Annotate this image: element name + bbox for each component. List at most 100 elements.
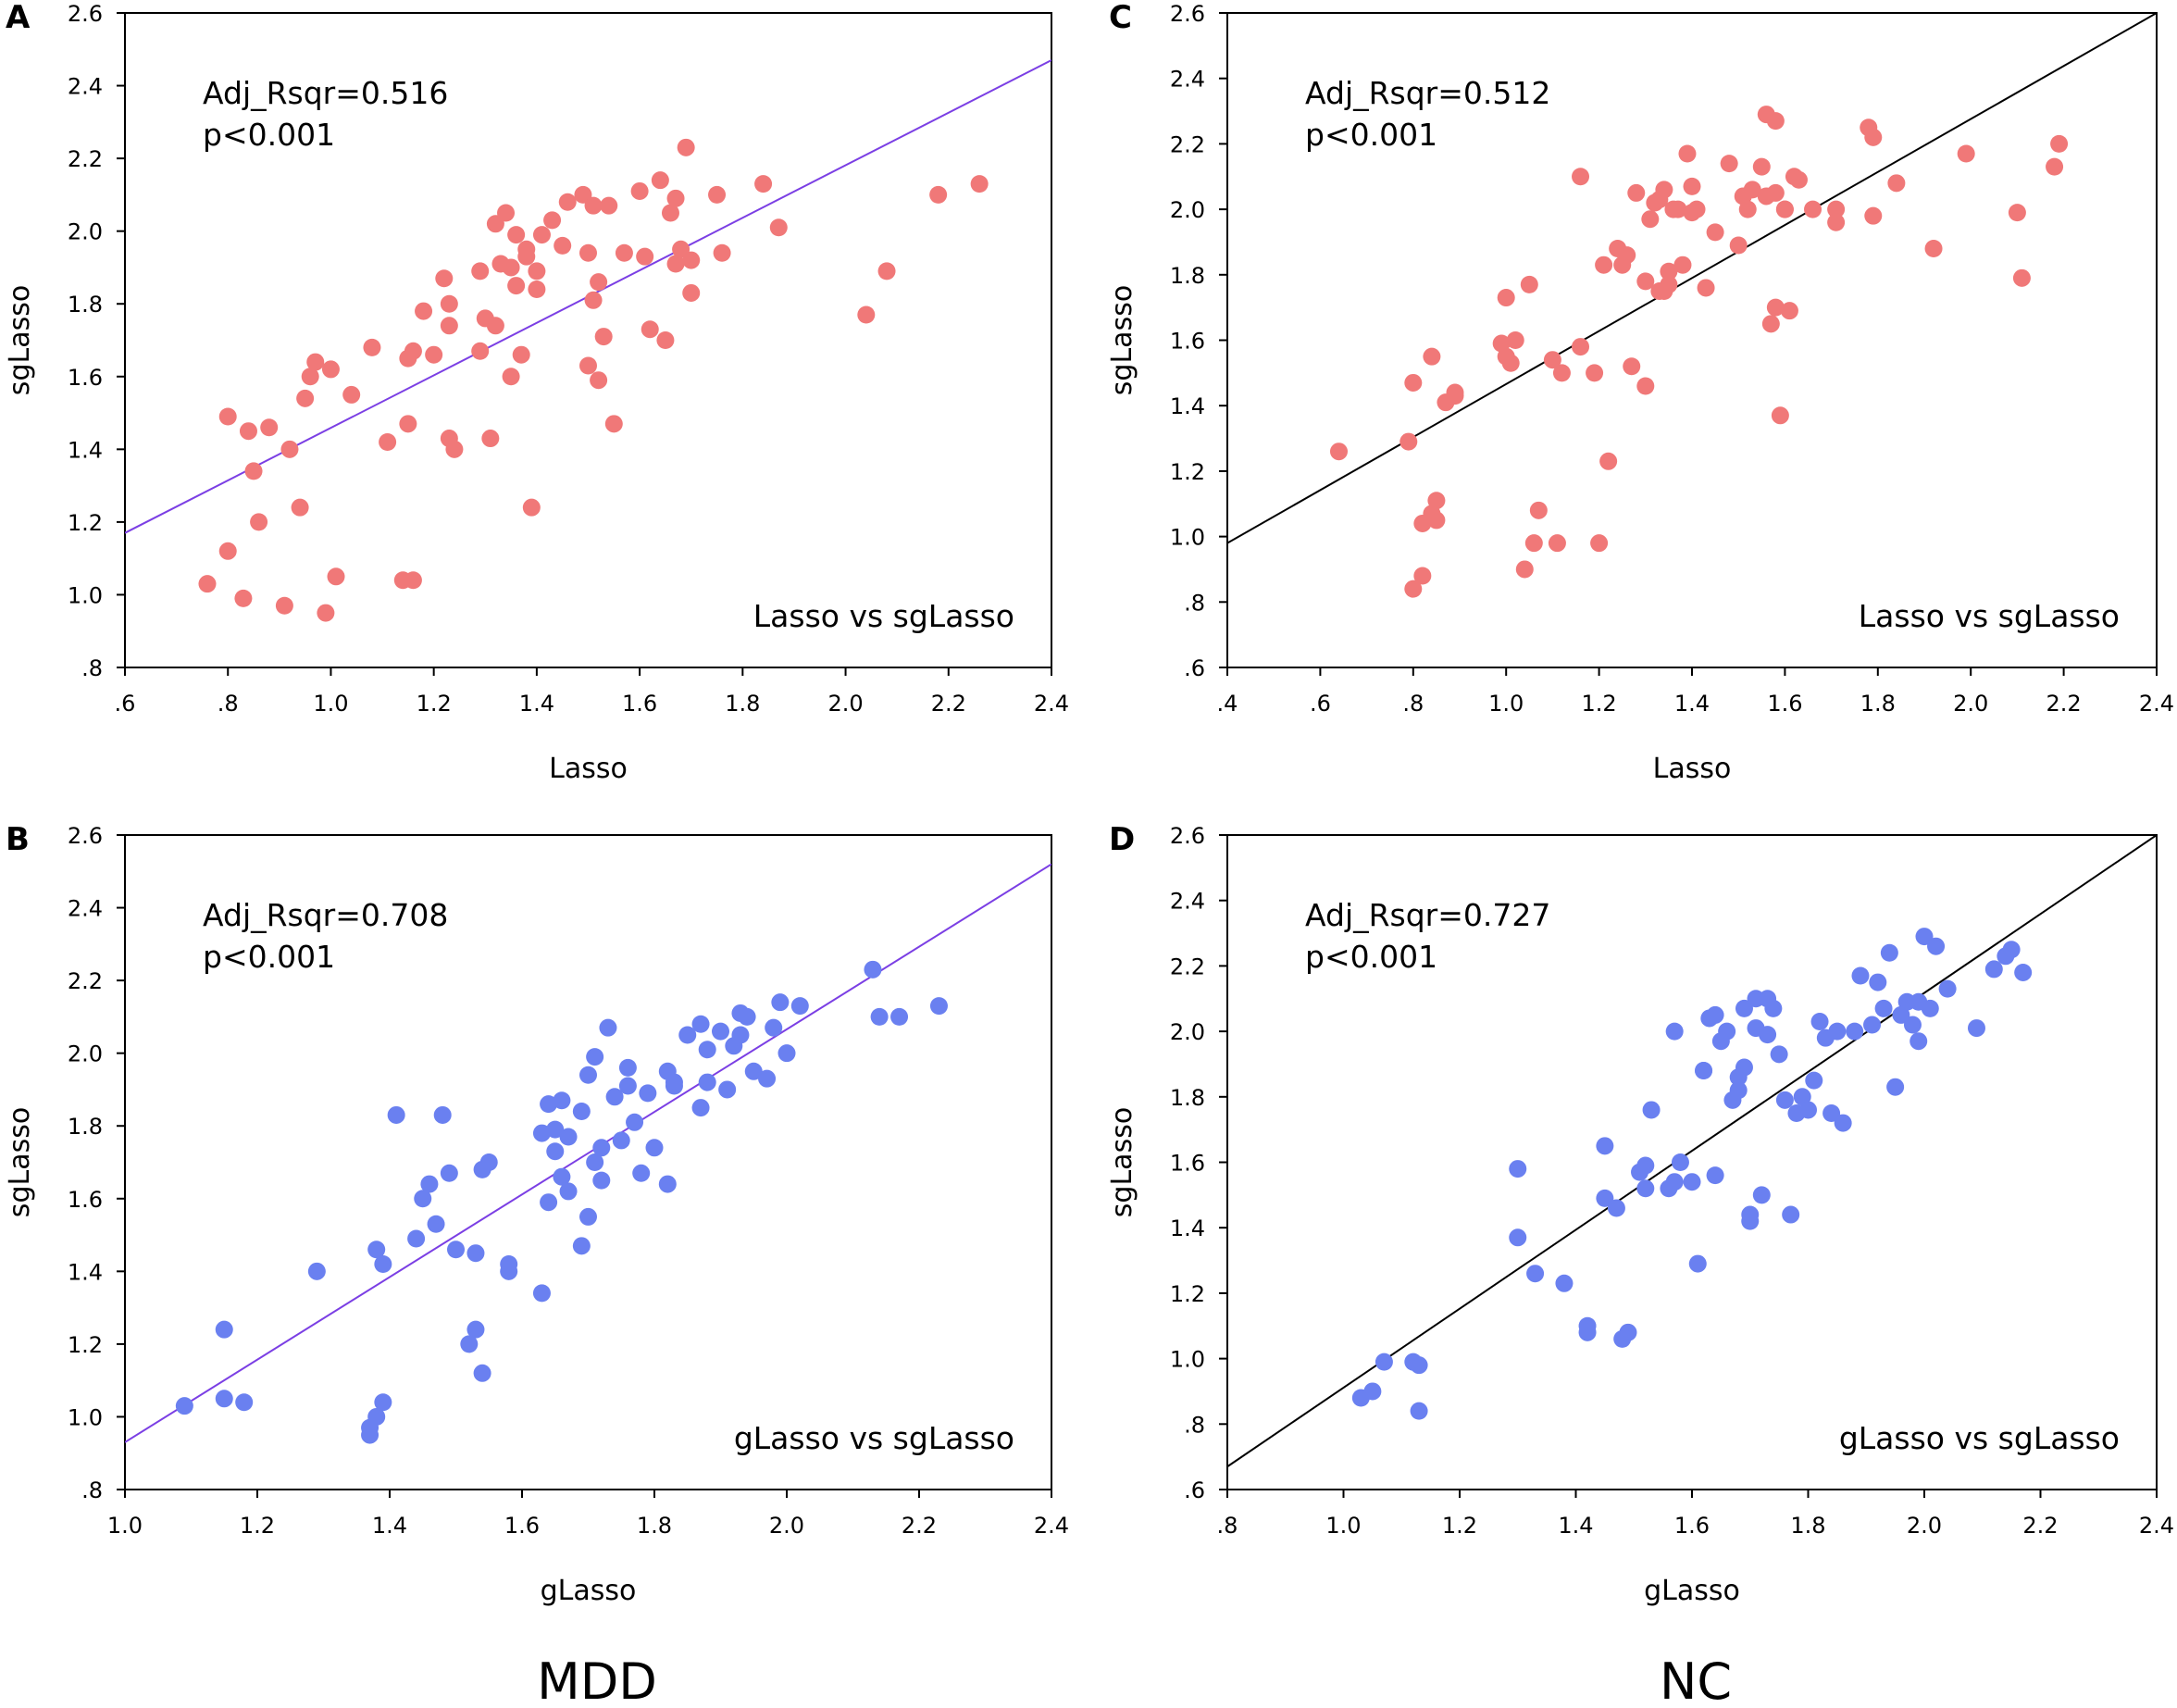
data-point [1413,567,1432,585]
data-point [1695,1062,1713,1080]
x-tick-label: .8 [1402,691,1424,717]
panel-a-letter: A [6,0,31,36]
data-point [626,1113,644,1131]
data-point [198,575,217,593]
data-point [1596,1189,1614,1207]
data-point [317,604,335,622]
panel-d-letter: D [1109,821,1135,858]
data-point [632,1164,651,1182]
p-value-label: p<0.001 [1305,117,1437,153]
data-point [1759,1026,1777,1044]
data-point [1427,511,1446,530]
y-tick-label: .6 [1184,655,1205,681]
data-point [427,1215,445,1233]
data-point [234,589,253,607]
plot-area [125,863,1051,1444]
data-point [1718,1022,1736,1041]
data-point [507,226,526,244]
data-point [641,320,659,339]
y-tick-label: 2.0 [68,219,103,245]
y-axis-title: sgLasso [1106,285,1138,395]
data-point [1957,144,1975,163]
data-point [1766,112,1785,131]
data-point [275,596,293,615]
data-point [771,993,790,1012]
data-point [218,542,237,560]
y-tick-label: 1.8 [1170,1085,1205,1111]
data-point [790,997,809,1016]
data-point [592,1171,611,1190]
y-tick-label: 1.6 [68,365,103,391]
data-point [1729,1068,1748,1087]
y-tick-label: 1.4 [68,437,103,463]
data-point [1752,157,1771,176]
data-point [433,1105,452,1124]
data-point [367,1240,386,1259]
x-tick-label: 1.8 [1860,691,1896,717]
x-axis-title: gLasso [1644,1575,1740,1607]
data-point [532,226,551,244]
data-point [630,181,649,200]
data-point [517,240,536,258]
data-point [215,1320,233,1339]
data-point [1599,452,1618,470]
data-point [1938,979,1957,998]
data-point [572,1237,591,1255]
data-point [1636,1179,1655,1198]
data-point [612,1131,630,1150]
data-point [361,1426,379,1444]
y-tick-label: 1.2 [1170,459,1205,485]
data-point [1810,1012,1829,1030]
data-point [260,418,279,437]
data-point [553,1167,571,1186]
data-point [540,1193,558,1212]
data-point [929,997,948,1016]
data-point [1515,560,1534,579]
data-point [440,1164,458,1182]
x-tick-label: 1.0 [313,691,348,717]
data-point [586,1153,604,1171]
data-point [636,247,654,266]
data-point [425,345,443,364]
data-point [239,422,257,441]
data-point [466,1244,485,1263]
y-tick-label: 1.0 [1170,525,1205,551]
x-tick-label: .4 [1217,691,1238,717]
data-point [1789,170,1808,189]
panel-d-chart: D .8 1.0 1.2 1.4 1.6 1.8 2.0 2.2 2.4 .6 .8 1.0 1.2 1.4… [1106,821,2174,1607]
data-point [1669,200,1687,218]
data-point [1529,501,1548,519]
data-point [558,193,577,211]
comparison-label: Lasso vs sgLasso [753,598,1014,634]
data-point [579,356,597,375]
y-tick-label: 1.8 [68,292,103,318]
data-point [374,1254,392,1273]
regression-line [125,863,1051,1443]
data-point [1869,973,1887,991]
data-point [1636,1156,1655,1175]
data-point [1590,534,1609,553]
data-point [540,1095,558,1114]
data-point [1655,181,1673,199]
y-tick-label: 1.6 [1170,329,1205,355]
data-point [218,407,237,426]
data-point [1887,174,1906,193]
data-point [1799,1101,1817,1119]
data-point [407,1229,426,1248]
data-point [1910,992,1928,1011]
y-tick-label: .6 [1184,1477,1205,1503]
data-point [1743,181,1761,199]
x-tick-label: .8 [218,691,239,717]
y-tick-label: 2.4 [68,74,103,100]
data-point [1623,357,1641,376]
y-tick-label: 2.2 [1170,131,1205,157]
data-point [1410,1356,1428,1375]
group-label-mdd: MDD [537,1652,657,1708]
x-tick-label: 1.4 [519,691,554,717]
data-point [2002,941,2021,959]
x-tick-label: 1.0 [1325,1513,1361,1539]
data-point [1683,1173,1701,1191]
data-point [367,1407,386,1426]
y-tick-label: 1.0 [68,582,103,608]
data-point [1903,1016,1922,1034]
